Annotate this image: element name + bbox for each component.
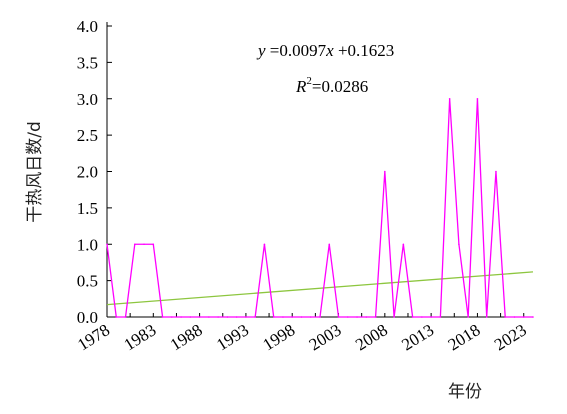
data-point — [263, 243, 266, 246]
data-point — [272, 316, 275, 318]
data-point — [448, 97, 451, 100]
data-point — [143, 243, 145, 246]
data-point — [421, 316, 423, 318]
x-tick-label: 2018 — [445, 320, 484, 354]
data-point — [106, 243, 108, 246]
data-point — [309, 316, 312, 318]
y-tick-label: 2.0 — [77, 163, 98, 182]
equation-intercept: +0.1623 — [334, 41, 395, 60]
x-tick-label: 1983 — [121, 320, 160, 354]
y-tick-label: 2.5 — [77, 126, 98, 145]
data-point — [124, 316, 127, 318]
data-point — [495, 170, 497, 173]
data-point — [476, 97, 479, 100]
x-tick-label: 1988 — [167, 320, 206, 354]
data-point — [485, 316, 488, 318]
data-point — [365, 316, 368, 318]
x-tick-label: 1998 — [259, 320, 298, 354]
data-point — [384, 170, 386, 173]
data-point — [430, 316, 432, 318]
data-point — [532, 316, 534, 318]
y-tick-label: 3.5 — [77, 53, 98, 72]
data-point — [374, 316, 377, 318]
r-squared: R2=0.0286 — [295, 75, 368, 96]
data-point — [467, 316, 469, 318]
equation-coefficient: =0.0097 — [266, 41, 327, 60]
x-tick-labels: 1978 1983 1988 1993 1998 2003 2008 2013 2018 2023 — [74, 320, 530, 354]
data-point — [411, 316, 414, 318]
r-squared-superscript: 2 — [306, 75, 312, 87]
equation-x: x — [325, 41, 334, 60]
trend-line — [106, 271, 534, 306]
data-point — [504, 316, 507, 318]
data-point — [208, 316, 210, 318]
data-point — [245, 316, 247, 318]
equation-y: y — [256, 41, 266, 60]
data-point — [319, 316, 321, 318]
y-tick-label: 1.0 — [77, 235, 98, 254]
data-point — [328, 243, 331, 246]
y-tick-label: 0.0 — [77, 308, 98, 327]
data-point — [346, 316, 349, 318]
y-tick-label: 3.0 — [77, 90, 98, 109]
regression-equation: y =0.0097x +0.1623 — [256, 41, 394, 60]
r-squared-symbol: R — [295, 77, 307, 96]
x-tick-label: 2008 — [352, 320, 391, 354]
y-tick-label: 0.5 — [77, 272, 98, 291]
data-point — [254, 316, 256, 318]
y-tick-labels: 0.0 0.5 1.0 1.5 2.0 2.5 3.0 3.5 4.0 — [77, 17, 98, 327]
x-tick-label: 2003 — [306, 320, 345, 354]
data-point — [217, 316, 219, 318]
data-point — [189, 316, 192, 318]
data-point — [115, 316, 118, 318]
data-point — [161, 316, 164, 318]
x-tick-label: 2023 — [491, 320, 530, 354]
series-points — [106, 97, 534, 318]
data-point — [171, 316, 173, 318]
data-point — [458, 243, 460, 246]
data-point — [291, 316, 294, 318]
axis-ticks — [106, 25, 525, 318]
y-tick-label: 1.5 — [77, 199, 98, 218]
data-point — [393, 316, 395, 318]
data-point — [226, 316, 229, 318]
y-tick-label: 4.0 — [77, 17, 98, 36]
data-point — [152, 243, 155, 246]
x-tick-label: 2013 — [398, 320, 437, 354]
data-point — [198, 316, 201, 318]
x-tick-label: 1993 — [213, 320, 252, 354]
series-line — [106, 98, 533, 318]
data-point — [513, 316, 516, 318]
data-point — [133, 243, 136, 246]
data-point — [180, 316, 182, 318]
data-point — [235, 316, 238, 318]
data-point — [282, 316, 284, 318]
x-axis-title: 年份 — [448, 382, 482, 402]
data-point — [300, 316, 303, 318]
r-squared-value: =0.0286 — [312, 77, 368, 96]
data-point — [356, 316, 358, 318]
y-axis-title: 干热风日数/d — [25, 121, 45, 223]
data-point — [439, 316, 442, 318]
data-point — [337, 316, 340, 318]
data-point — [522, 316, 525, 318]
data-point — [402, 243, 405, 246]
